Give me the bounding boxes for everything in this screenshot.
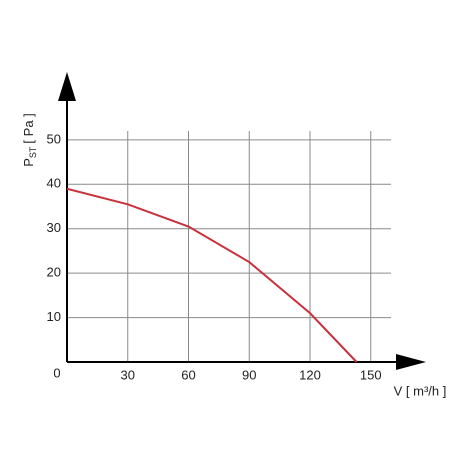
y-axis-label: PST [ Pa ] xyxy=(21,113,38,167)
x-tick-label: 150 xyxy=(360,367,382,382)
y-label-unit: [ Pa ] xyxy=(21,113,36,143)
x-tick-label: 30 xyxy=(121,367,135,382)
y-tick-label: 10 xyxy=(47,309,61,324)
x-tick-label: 60 xyxy=(181,367,195,382)
y-axis-arrow xyxy=(58,72,76,101)
x-tick-label: 0 xyxy=(53,365,60,380)
x-tick-label: 120 xyxy=(299,367,321,382)
y-tick-label: 30 xyxy=(47,220,61,235)
y-tick-label: 20 xyxy=(47,265,61,280)
line xyxy=(66,187,358,363)
x-tick-label: 90 xyxy=(242,367,256,382)
x-axis-label: V [ m³/h ] xyxy=(394,383,447,398)
y-tick-label: 50 xyxy=(47,131,61,146)
x-axis-arrow xyxy=(396,354,426,370)
y-label-symbol: P xyxy=(21,158,36,167)
y-tick-label: 40 xyxy=(47,176,61,191)
y-label-subscript: ST xyxy=(28,146,38,158)
